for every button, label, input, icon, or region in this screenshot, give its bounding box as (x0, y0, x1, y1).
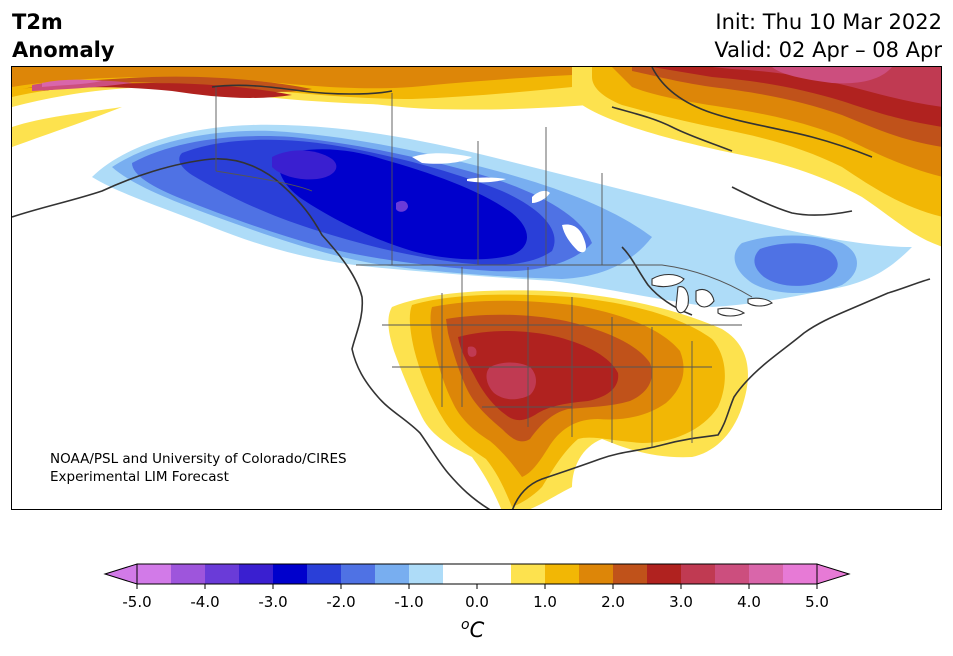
colorbar-cell (375, 564, 410, 584)
us-warm-region (388, 290, 748, 509)
colorbar-tick-label: -5.0 (122, 593, 151, 611)
credit-line-2: Experimental LIM Forecast (50, 469, 229, 485)
credit-text: NOAA/PSL and University of Colorado/CIRE… (50, 450, 347, 486)
colorbar-cell (511, 564, 546, 584)
valid-date: Valid: 02 Apr – 08 Apr (714, 38, 942, 62)
colorbar-tick-label: 4.0 (737, 593, 761, 611)
colorbar-cell (443, 564, 478, 584)
init-date: Init: Thu 10 Mar 2022 (715, 10, 942, 34)
colorbar-cell (613, 564, 648, 584)
colorbar-cell (647, 564, 682, 584)
forecast-dates: Init: Thu 10 Mar 2022 Valid: 02 Apr – 08… (714, 8, 942, 64)
colorbar-tick-label: 2.0 (601, 593, 625, 611)
colorbar-cell (783, 564, 818, 584)
colorbar-tick-label: -4.0 (190, 593, 219, 611)
colorbar-tick-label: 0.0 (465, 593, 489, 611)
colorbar-tick-label: -3.0 (258, 593, 287, 611)
colorbar-cell (239, 564, 274, 584)
colorbar-cell (137, 564, 172, 584)
colorbar-tick-label: 1.0 (533, 593, 557, 611)
colorbar-cells (137, 564, 818, 584)
colorbar: -5.0 -4.0 -3.0 -2.0 -1.0 0.0 1.0 2.0 3.0 4.0 5.0 (103, 563, 851, 611)
colorbar-tick-label: -1.0 (394, 593, 423, 611)
unit-degree: o (461, 617, 470, 633)
colorbar-cell (545, 564, 580, 584)
colorbar-unit: oC (461, 617, 484, 642)
colorbar-cell (749, 564, 784, 584)
colorbar-cell (171, 564, 206, 584)
map-panel: NOAA/PSL and University of Colorado/CIRE… (11, 66, 942, 510)
colorbar-ticks: -5.0 -4.0 -3.0 -2.0 -1.0 0.0 1.0 2.0 3.0 4.0 5.0 (122, 584, 829, 611)
canada-cold-region (92, 124, 912, 307)
colorbar-cell (205, 564, 240, 584)
coastlines (12, 67, 931, 509)
colorbar-cell (341, 564, 376, 584)
colorbar-cell (273, 564, 308, 584)
political-borders (215, 87, 753, 447)
colorbar-tick-label: 5.0 (805, 593, 829, 611)
colorbar-cell (307, 564, 342, 584)
variable-label: T2m (12, 10, 63, 34)
colorbar-tick-label: 3.0 (669, 593, 693, 611)
anomaly-map (12, 67, 941, 509)
colorbar-tick-label: -2.0 (326, 593, 355, 611)
colorbar-cell (477, 564, 512, 584)
map-title: T2m Anomaly (12, 8, 115, 64)
colorbar-cell (409, 564, 444, 584)
colorbar-cell (681, 564, 716, 584)
greenland-warm-region (572, 67, 941, 247)
credit-line-1: NOAA/PSL and University of Colorado/CIRE… (50, 451, 347, 467)
colorbar-under-arrow (103, 563, 138, 585)
colorbar-cell (715, 564, 750, 584)
colorbar-cell (579, 564, 614, 584)
anomaly-label: Anomaly (12, 38, 115, 62)
great-lakes (651, 273, 773, 317)
unit-letter: C (469, 618, 485, 642)
colorbar-over-arrow (816, 563, 851, 585)
